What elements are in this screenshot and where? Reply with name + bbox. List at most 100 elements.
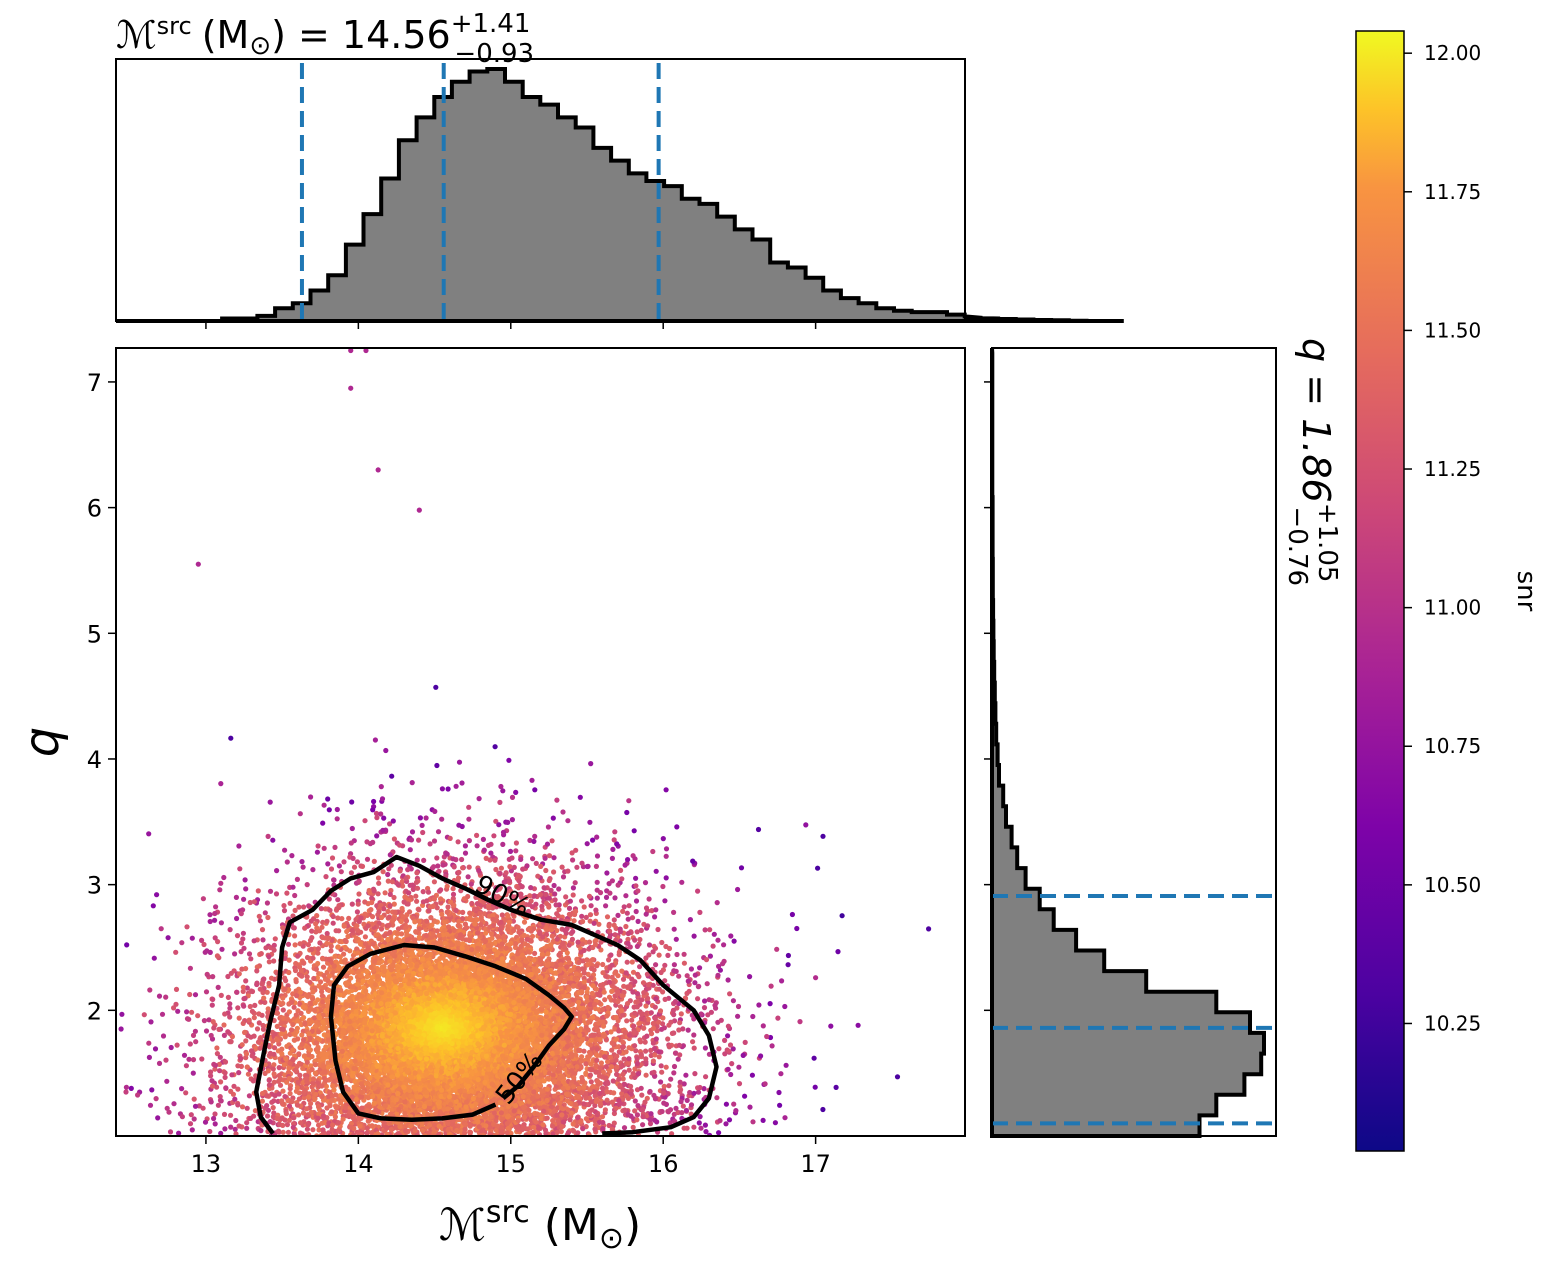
scatter-point [560,809,566,815]
scatter-point [624,1018,630,1024]
scatter-point [563,894,569,900]
scatter-point [297,1072,303,1078]
scatter-point [435,829,442,835]
scatter-point [602,997,608,1003]
top-histogram-ticks [205,321,817,329]
scatter-point [304,1126,310,1132]
scatter-points [106,348,932,1136]
scatter-point [666,1083,672,1089]
scatter-point [397,868,403,874]
scatter-point [336,863,342,869]
scatter-point [594,853,601,859]
scatter-point [466,838,472,844]
scatter-point [175,1008,181,1014]
scatter-point [820,833,826,839]
scatter-point [110,1051,115,1056]
scatter-point [662,962,668,968]
scatter-point [189,1127,195,1133]
scatter-point [702,998,708,1004]
scatter-point [714,1095,720,1101]
scatter-point [147,987,153,993]
scatter-point [653,962,659,968]
scatter-point [546,853,553,859]
scatter-point [492,744,498,750]
scatter-point [349,825,355,832]
scatter-point [348,840,354,846]
scatter-point [232,951,238,957]
scatter-point [244,1125,250,1131]
scatter-point [388,887,394,894]
scatter-point [513,840,520,846]
scatter-point [195,1013,201,1019]
scatter-point [244,985,250,991]
scatter-point [271,958,277,964]
scatter-point [193,1039,199,1045]
scatter-point [153,1096,159,1102]
scatter-point [316,1127,322,1133]
scatter-point [264,1113,271,1119]
scatter-point [618,867,624,874]
scatter-point [551,855,557,861]
scatter-point [533,860,539,867]
top-histogram-quantile-lines [299,63,661,321]
scatter-point [671,1070,677,1076]
scatter-point [527,837,533,844]
scatter-point [691,933,697,939]
top-histogram-title: ℳsrc (M⊙) = 14.56+1.41 −0.93 [116,9,534,69]
scatter-point [218,920,224,926]
scatter-point [329,855,336,861]
scatter-point [594,895,600,901]
scatter-point [325,861,331,867]
scatter-point [655,926,661,933]
scatter-point [632,1098,638,1104]
scatter-point [730,998,737,1004]
scatter-point [617,1004,624,1010]
scatter-point [629,959,635,965]
scatter-point [314,913,320,919]
scatter-point [330,913,336,920]
scatter-point [119,1011,125,1017]
scatter-point [251,1015,257,1021]
scatter-point [559,864,565,870]
scatter-point [201,1018,207,1024]
scatter-point [530,856,536,862]
scatter-point [325,796,331,802]
scatter-point [420,829,426,836]
scatter-point [643,1072,649,1078]
scatter-point [725,977,731,983]
scatter-point [521,919,528,925]
scatter-point [243,1038,249,1044]
scatter-point [106,1048,111,1053]
scatter-point [815,865,821,871]
scatter-point [181,1052,188,1058]
scatter-point [212,910,218,917]
scatter-point [736,1081,743,1087]
scatter-point [760,1023,766,1029]
scatter-point [188,1112,194,1118]
scatter-point [218,1079,224,1085]
top-histogram: ℳsrc (M⊙) = 14.56+1.41 −0.93 [115,9,1124,329]
scatter-point [414,898,420,904]
scatter-point [282,847,288,853]
scatter-point [310,1127,316,1133]
scatter-point [624,809,630,816]
scatter-point [409,829,416,835]
scatter-point [331,877,337,883]
scatter-point [292,933,298,939]
scatter-point [431,838,438,844]
scatter-point [630,1071,636,1077]
scatter-point [371,858,377,865]
scatter-point [218,992,224,999]
scatter-point [187,1121,194,1127]
scatter-point [315,843,321,849]
scatter-point [797,1019,803,1025]
top-histogram-frame [115,58,966,322]
scatter-point [621,1056,627,1062]
scatter-point [146,831,152,837]
scatter-point [229,1034,235,1040]
scatter-point [642,880,649,886]
scatter-point [756,1002,762,1008]
scatter-point [364,839,370,845]
